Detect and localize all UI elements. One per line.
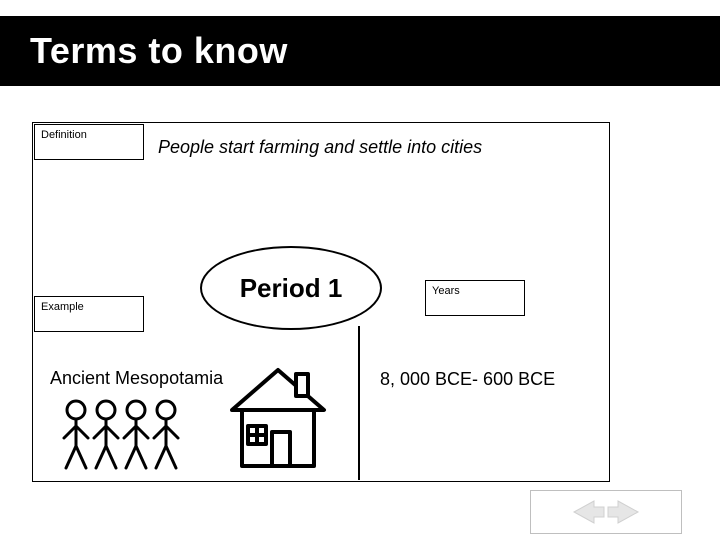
house-icon bbox=[218, 356, 338, 476]
nav-arrows-icon bbox=[546, 497, 666, 527]
slide-title: Terms to know bbox=[30, 30, 288, 72]
years-text: 8, 000 BCE- 600 BCE bbox=[380, 368, 580, 391]
vertical-divider bbox=[358, 326, 360, 480]
example-label: Example bbox=[41, 301, 84, 313]
definition-label: Definition bbox=[41, 129, 87, 141]
example-label-box: Example bbox=[34, 296, 144, 332]
term-ellipse: Period 1 bbox=[200, 246, 382, 330]
slide-nav-box[interactable] bbox=[530, 490, 682, 534]
years-label-box: Years bbox=[425, 280, 525, 316]
term-label: Period 1 bbox=[240, 273, 343, 304]
title-bar: Terms to know bbox=[0, 16, 720, 86]
definition-label-box: Definition bbox=[34, 124, 144, 160]
definition-text: People start farming and settle into cit… bbox=[158, 136, 498, 159]
people-group-icon bbox=[58, 396, 188, 476]
years-label: Years bbox=[432, 285, 460, 297]
example-text: Ancient Mesopotamia bbox=[50, 368, 223, 389]
